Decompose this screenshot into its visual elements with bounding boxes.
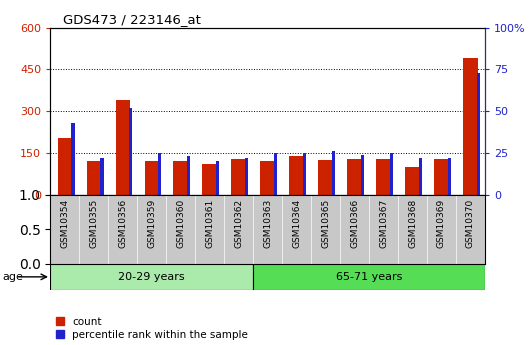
- Bar: [50, 264, 253, 290]
- Text: 65-71 years: 65-71 years: [336, 272, 402, 282]
- Text: GSM10366: GSM10366: [350, 198, 359, 248]
- Bar: [260, 161, 275, 195]
- Bar: [361, 155, 364, 195]
- Bar: [289, 156, 304, 195]
- Bar: [376, 159, 391, 195]
- Text: GSM10368: GSM10368: [408, 198, 417, 248]
- Bar: [303, 153, 306, 195]
- Text: 20-29 years: 20-29 years: [118, 272, 185, 282]
- Bar: [129, 108, 132, 195]
- Text: GSM10365: GSM10365: [321, 198, 330, 248]
- Bar: [245, 158, 249, 195]
- Text: GSM10355: GSM10355: [90, 198, 98, 248]
- Bar: [71, 123, 75, 195]
- Bar: [187, 156, 190, 195]
- Bar: [476, 73, 480, 195]
- Bar: [173, 161, 188, 195]
- Bar: [419, 158, 422, 195]
- Bar: [332, 151, 335, 195]
- Bar: [347, 159, 362, 195]
- Text: GDS473 / 223146_at: GDS473 / 223146_at: [64, 13, 201, 27]
- Bar: [405, 167, 420, 195]
- Text: GSM10356: GSM10356: [118, 198, 127, 248]
- Text: GSM10354: GSM10354: [60, 198, 69, 247]
- Bar: [216, 161, 219, 195]
- Bar: [202, 164, 217, 195]
- Bar: [232, 159, 246, 195]
- Text: GSM10362: GSM10362: [234, 198, 243, 247]
- Text: GSM10361: GSM10361: [205, 198, 214, 248]
- Text: GSM10367: GSM10367: [379, 198, 388, 248]
- Bar: [86, 161, 101, 195]
- Legend: count, percentile rank within the sample: count, percentile rank within the sample: [56, 317, 248, 340]
- Text: GSM10359: GSM10359: [147, 198, 156, 248]
- Bar: [274, 153, 277, 195]
- Bar: [58, 138, 72, 195]
- Bar: [463, 58, 478, 195]
- Bar: [145, 161, 159, 195]
- Bar: [158, 153, 162, 195]
- Text: age: age: [3, 272, 23, 282]
- Bar: [448, 158, 451, 195]
- Bar: [253, 264, 485, 290]
- Text: GSM10360: GSM10360: [176, 198, 185, 248]
- Text: GSM10370: GSM10370: [466, 198, 475, 248]
- Text: GSM10369: GSM10369: [437, 198, 446, 248]
- Bar: [434, 159, 449, 195]
- Text: GSM10364: GSM10364: [292, 198, 301, 247]
- Text: GSM10363: GSM10363: [263, 198, 272, 248]
- Bar: [116, 100, 130, 195]
- Bar: [390, 153, 393, 195]
- Bar: [100, 158, 103, 195]
- Bar: [319, 160, 333, 195]
